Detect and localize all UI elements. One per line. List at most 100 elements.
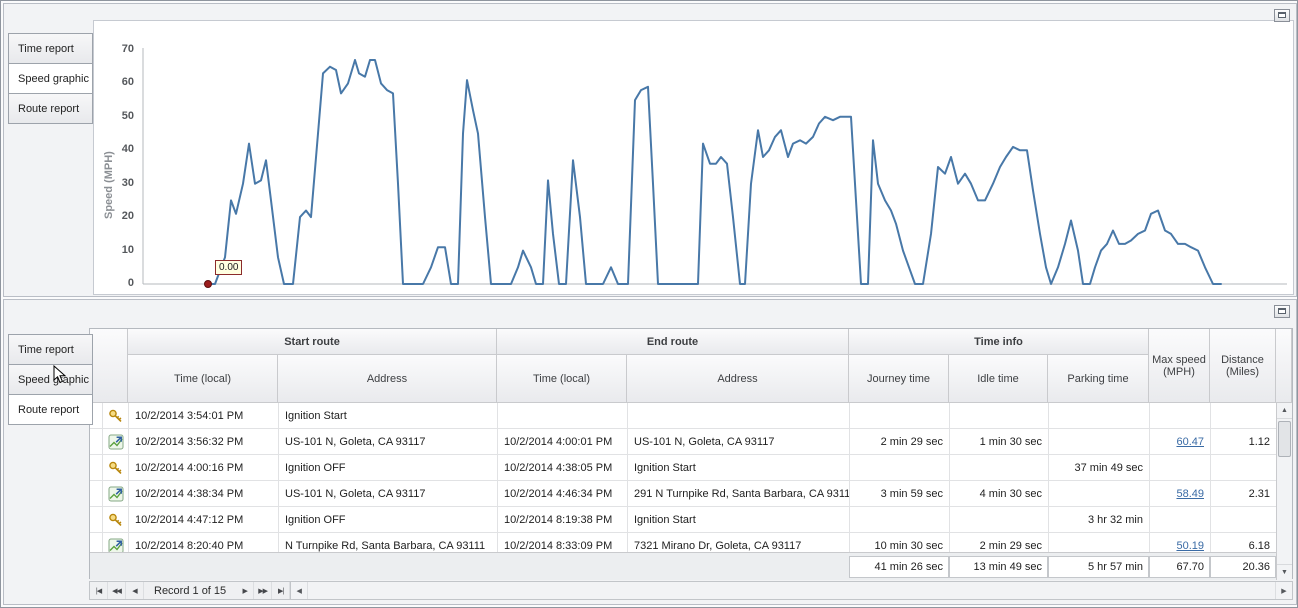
route-icon: [103, 429, 129, 455]
cell-journey-time: 2 min 29 sec: [850, 429, 950, 455]
max-speed-link[interactable]: 58.49: [1176, 487, 1204, 500]
tab-route-report[interactable]: Route report: [8, 93, 93, 124]
bottom-tabstrip: Time report Speed graphic Route report: [8, 334, 93, 425]
cell-end-time: 10/2/2014 4:00:01 PM: [498, 429, 628, 455]
cell-start-address: US-101 N, Goleta, CA 93117: [279, 481, 498, 507]
tab-label: Route report: [18, 102, 80, 115]
column-header-end-address[interactable]: Address: [627, 355, 849, 403]
table-row[interactable]: 10/2/2014 3:54:01 PM Ignition Start: [90, 403, 1292, 429]
column-header-end-time[interactable]: Time (local): [497, 355, 627, 403]
speed-line-chart: [142, 48, 1287, 285]
table-row[interactable]: 10/2/2014 4:47:12 PM Ignition OFF 10/2/2…: [90, 507, 1292, 533]
tab-speed-graphic[interactable]: Speed graphic: [8, 63, 93, 94]
table-row[interactable]: 10/2/2014 3:56:32 PM US-101 N, Goleta, C…: [90, 429, 1292, 455]
cell-max-speed[interactable]: 60.47: [1150, 429, 1211, 455]
scrollbar-thumb[interactable]: [1278, 421, 1291, 457]
horizontal-scrollbar[interactable]: ◀ ▶: [290, 582, 1292, 599]
footer-total-distance: 20.36: [1210, 555, 1276, 578]
tab-label: Route report: [18, 403, 80, 416]
previous-record-button[interactable]: ◀: [126, 582, 144, 599]
first-record-button[interactable]: |◀: [90, 582, 108, 599]
column-header-parking-time[interactable]: Parking time: [1048, 355, 1149, 403]
tab-time-report[interactable]: Time report: [8, 33, 93, 64]
row-indicator-cell: [90, 429, 103, 455]
column-header-max-speed[interactable]: Max speed (MPH): [1149, 329, 1210, 403]
cell-start-address: Ignition OFF: [279, 507, 498, 533]
y-tick-label: 20: [121, 210, 134, 223]
collapse-panel-button[interactable]: [1274, 9, 1290, 22]
next-record-button[interactable]: ▶: [236, 582, 255, 599]
next-page-button[interactable]: ▶▶: [254, 582, 273, 599]
cell-start-time: 10/2/2014 4:38:34 PM: [129, 481, 279, 507]
group-header-time-info[interactable]: Time info: [849, 329, 1149, 355]
cell-start-time: 10/2/2014 3:56:32 PM: [129, 429, 279, 455]
y-tick-label: 50: [121, 109, 134, 122]
cell-parking-time: [1049, 481, 1150, 507]
scroll-down-button[interactable]: ▼: [1277, 564, 1292, 580]
header-corner-cell: [90, 329, 128, 403]
cell-start-time: 10/2/2014 3:54:01 PM: [129, 403, 279, 429]
speed-chart: Speed (MPH) 0 10 20 30 40 50 60 70 0.00: [93, 20, 1294, 295]
group-header-start-route[interactable]: Start route: [128, 329, 497, 355]
cell-distance: [1211, 403, 1277, 429]
top-tabstrip: Time report Speed graphic Route report: [8, 33, 93, 124]
tab-label: Time report: [18, 343, 74, 356]
collapse-icon: [1278, 308, 1286, 314]
speed-graphic-panel: Time report Speed graphic Route report S…: [3, 3, 1297, 297]
column-header-journey-time[interactable]: Journey time: [849, 355, 949, 403]
collapse-panel-button[interactable]: [1274, 305, 1290, 318]
cell-max-speed: [1150, 403, 1211, 429]
column-header-distance[interactable]: Distance (Miles): [1210, 329, 1276, 403]
footer-total-journey-time: 41 min 26 sec: [849, 555, 949, 578]
route-report-panel: Time report Speed graphic Route report S…: [3, 299, 1297, 605]
cell-idle-time: [950, 403, 1049, 429]
scroll-left-button[interactable]: ◀: [291, 582, 309, 599]
grid-body: 10/2/2014 3:54:01 PM Ignition Start 10/2…: [90, 403, 1292, 580]
cell-idle-time: 4 min 30 sec: [950, 481, 1049, 507]
tab-time-report[interactable]: Time report: [8, 334, 93, 365]
scroll-right-button[interactable]: ▶: [1275, 582, 1292, 599]
row-indicator-cell: [90, 507, 103, 533]
footer-total-parking-time: 5 hr 57 min: [1048, 555, 1149, 578]
last-record-button[interactable]: ▶|: [272, 582, 291, 599]
key-icon: [103, 403, 129, 429]
cell-start-time: 10/2/2014 4:47:12 PM: [129, 507, 279, 533]
y-tick-label: 10: [121, 243, 134, 256]
cell-distance: [1211, 455, 1277, 481]
footer-total-idle-time: 13 min 49 sec: [949, 555, 1048, 578]
chart-point-label: 0.00: [215, 260, 243, 275]
cell-max-speed: [1150, 455, 1211, 481]
table-row[interactable]: 10/2/2014 4:00:16 PM Ignition OFF 10/2/2…: [90, 455, 1292, 481]
cell-max-speed: [1150, 507, 1211, 533]
tab-label: Speed graphic: [18, 72, 89, 85]
collapse-icon: [1278, 12, 1286, 18]
cell-distance: [1211, 507, 1277, 533]
cell-max-speed[interactable]: 58.49: [1150, 481, 1211, 507]
previous-page-button[interactable]: ◀◀: [108, 582, 126, 599]
max-speed-link[interactable]: 60.47: [1176, 435, 1204, 448]
column-header-idle-time[interactable]: Idle time: [949, 355, 1048, 403]
cell-end-address: 291 N Turnpike Rd, Santa Barbara, CA 931…: [628, 481, 850, 507]
cell-journey-time: [850, 455, 950, 481]
tab-label: Time report: [18, 42, 74, 55]
vertical-scrollbar[interactable]: ▲ ▼: [1276, 403, 1292, 580]
column-header-start-address[interactable]: Address: [278, 355, 497, 403]
column-header-start-time[interactable]: Time (local): [128, 355, 278, 403]
y-tick-label: 30: [121, 176, 134, 189]
cell-journey-time: 3 min 59 sec: [850, 481, 950, 507]
header-scrollbar-spacer: [1276, 329, 1292, 403]
row-indicator-cell: [90, 403, 103, 429]
cell-end-time: [498, 403, 628, 429]
chart-point-marker: [204, 280, 212, 288]
cell-end-time: 10/2/2014 4:46:34 PM: [498, 481, 628, 507]
cell-start-time: 10/2/2014 4:00:16 PM: [129, 455, 279, 481]
table-row[interactable]: 10/2/2014 4:38:34 PM US-101 N, Goleta, C…: [90, 481, 1292, 507]
route-icon: [103, 481, 129, 507]
group-header-end-route[interactable]: End route: [497, 329, 849, 355]
scroll-up-button[interactable]: ▲: [1277, 403, 1292, 419]
max-speed-link[interactable]: 50.19: [1176, 539, 1204, 552]
cell-parking-time: 37 min 49 sec: [1049, 455, 1150, 481]
tab-route-report[interactable]: Route report: [8, 394, 93, 425]
tab-speed-graphic[interactable]: Speed graphic: [8, 364, 93, 395]
